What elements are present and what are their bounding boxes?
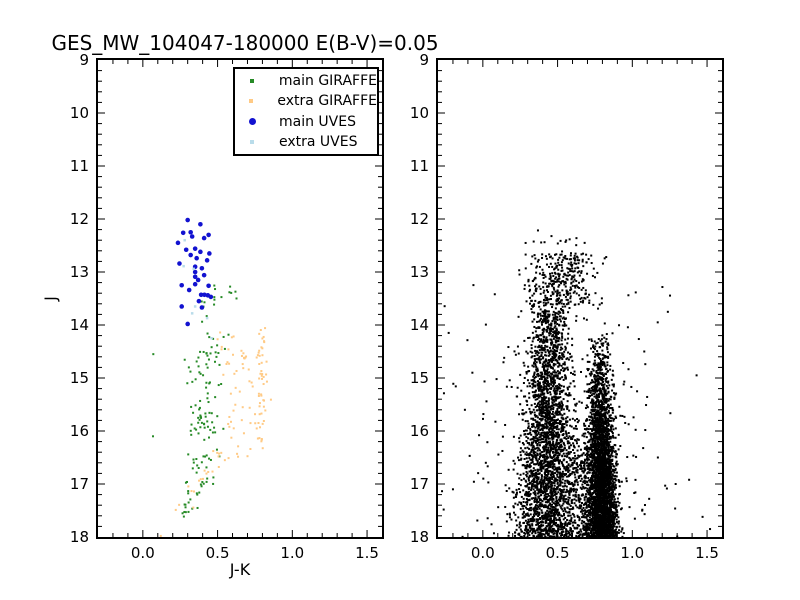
y-tick-label: 12 — [409, 210, 429, 228]
y-tick-label: 9 — [419, 51, 429, 69]
y-tick-label: 18 — [409, 528, 429, 546]
right-cmd-scatter-canvas — [438, 60, 722, 537]
x-axis-label: J-K — [229, 560, 251, 579]
y-tick-label: 15 — [69, 369, 89, 387]
y-tick-label: 11 — [69, 157, 89, 175]
y-axis-label: J — [40, 296, 60, 301]
legend-label: extra UVES — [279, 133, 358, 150]
legend-label: main GIRAFFE — [278, 73, 377, 90]
legend: main GIRAFFE extra GIRAFFE main UVES extra … — [233, 67, 379, 156]
legend-entry: extra UVES — [235, 132, 377, 152]
y-tick-label: 11 — [409, 157, 429, 175]
y-tick-label: 14 — [69, 316, 89, 334]
x-tick-label: 1.5 — [695, 544, 719, 562]
y-tick-label: 12 — [69, 210, 89, 228]
y-tick-label: 16 — [409, 422, 429, 440]
x-tick-label: 1.0 — [620, 544, 645, 562]
legend-label: main UVES — [279, 113, 356, 130]
main-uves-marker-icon — [248, 118, 256, 126]
y-tick-label: 10 — [409, 104, 429, 122]
x-tick-label: 0.5 — [545, 544, 570, 562]
legend-marker-box — [235, 79, 269, 84]
y-tick-label: 14 — [409, 316, 429, 334]
x-tick-label: 0.0 — [130, 544, 155, 562]
legend-entry: extra GIRAFFE — [235, 91, 377, 111]
x-tick-label: 1.5 — [355, 544, 379, 562]
main-giraffe-marker-icon — [249, 79, 254, 84]
right-cmd-panel — [436, 58, 724, 539]
figure-title: GES_MW_104047-180000 E(B-V)=0.05 — [51, 31, 439, 55]
y-tick-label: 17 — [69, 475, 89, 493]
y-tick-label: 16 — [69, 422, 89, 440]
y-tick-label: 15 — [409, 369, 429, 387]
extra-uves-marker-icon — [250, 139, 254, 144]
x-tick-label: 0.5 — [205, 544, 230, 562]
legend-label: extra GIRAFFE — [277, 93, 377, 110]
legend-marker-box — [235, 99, 267, 104]
y-tick-label: 13 — [69, 263, 89, 281]
y-tick-label: 13 — [409, 263, 429, 281]
legend-marker-box — [235, 118, 269, 126]
x-tick-label: 0.0 — [470, 544, 495, 562]
y-tick-label: 9 — [79, 51, 89, 69]
legend-entry: main GIRAFFE — [235, 71, 377, 91]
legend-marker-box — [235, 139, 269, 144]
extra-giraffe-marker-icon — [249, 99, 254, 104]
y-tick-label: 10 — [69, 104, 89, 122]
x-tick-label: 1.0 — [280, 544, 305, 562]
y-tick-label: 17 — [409, 475, 429, 493]
legend-entry: main UVES — [235, 112, 377, 132]
y-tick-label: 18 — [69, 528, 89, 546]
